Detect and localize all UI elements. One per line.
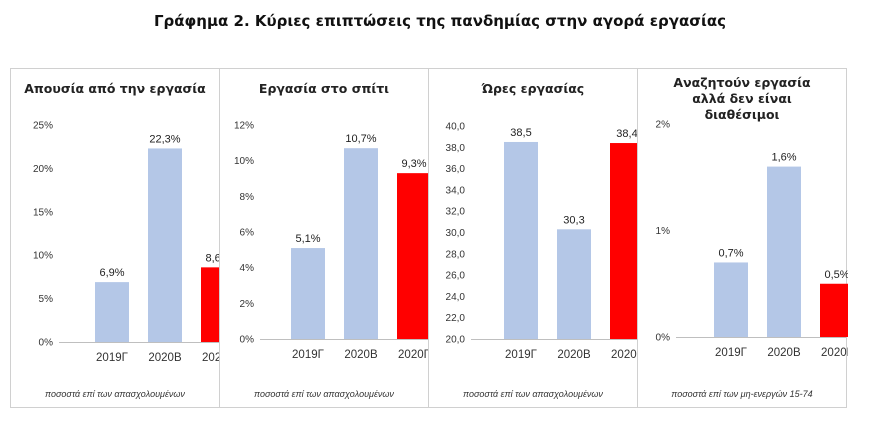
data-label: 38,5: [510, 127, 531, 139]
data-label: 8,6%: [205, 252, 221, 264]
data-label: 9,3%: [401, 158, 426, 170]
chart-panel-home-working: Εργασία στο σπίτι 0% 2% 4% 6% 8% 10% 12% 5,1% 20…: [219, 68, 430, 408]
y-tick-label: 10%: [33, 251, 53, 262]
bar-2020Β: [148, 148, 182, 342]
y-tick-label: 22,0: [446, 313, 466, 324]
bar-chart-working-hours: 20,0 22,0 24,0 26,0 28,0 30,0 32,0 34,0 36,0 38,0…: [446, 122, 639, 361]
bar-chart-home-working: 0% 2% 4% 6% 8% 10% 12% 5,1% 2019Γ 10,7% 2020Β 9,3% 2…: [234, 121, 430, 361]
chart-title: Απουσία από την εργασία: [24, 81, 206, 96]
page-title: Γράφημα 2. Κύριες επιπτώσεις της πανδημί…: [153, 12, 727, 30]
y-tick-label: 10%: [234, 156, 254, 167]
x-tick-label: 2020Γ: [821, 347, 848, 359]
y-tick-label: 40,0: [446, 122, 466, 133]
bar-chart-seeking-not-available: 0% 1% 2% 0,7% 2019Γ 1,6% 2020Β 0,5% 2020Γ: [656, 120, 848, 359]
bar-2020Β: [767, 166, 801, 337]
y-tick-label: 30,0: [446, 228, 466, 239]
chart-footnote: ποσοστά επί των απασχολουμένων: [45, 389, 185, 399]
bar-2019Γ: [714, 262, 748, 337]
bar-2020Β: [344, 148, 378, 339]
bar-2020Γ: [610, 143, 639, 339]
y-tick-label: 15%: [33, 207, 53, 218]
data-label: 0,5%: [824, 269, 848, 281]
x-tick-label: 2019Γ: [96, 352, 129, 364]
x-tick-label: 2020Β: [344, 349, 378, 361]
bar-2019Γ: [95, 282, 129, 342]
x-tick-label: 2020Β: [767, 347, 801, 359]
x-tick-label: 2020Γ: [611, 349, 639, 361]
data-label: 38,4: [616, 128, 637, 140]
y-tick-label: 0%: [240, 335, 255, 346]
chart-panel-working-hours: Ώρες εργασίας 20,0 22,0 24,0 26,0 28,0 30,0 32…: [428, 68, 639, 408]
bar-2020Γ: [820, 283, 848, 337]
x-tick-label: 2020Γ: [202, 352, 221, 364]
bar-2020Β: [557, 229, 591, 339]
y-tick-label: 24,0: [446, 292, 466, 303]
y-tick-label: 8%: [240, 192, 255, 203]
y-tick-label: 2%: [240, 299, 255, 310]
y-tick-label: 1%: [656, 226, 671, 237]
chart-footnote: ποσοστά επί των απασχολουμένων: [463, 389, 603, 399]
chart-title: Εργασία στο σπίτι: [258, 81, 390, 96]
chart-footnote: ποσοστά επί των απασχολουμένων: [254, 389, 394, 399]
chart-panel-seeking-not-available: Αναζητούν εργασία αλλά δεν είναι διαθέσι…: [637, 68, 848, 408]
bar-2019Γ: [291, 248, 325, 339]
y-tick-label: 20,0: [446, 335, 466, 346]
y-tick-label: 20%: [33, 164, 53, 175]
y-tick-label: 4%: [240, 263, 255, 274]
data-label: 22,3%: [149, 133, 180, 145]
y-tick-label: 32,0: [446, 207, 466, 218]
y-tick-label: 2%: [656, 120, 671, 131]
bar-chart-absence: 0% 5% 10% 15% 20% 25% 6,9% 2019Γ 22,3% 2020Β 8,6% 2…: [33, 121, 221, 364]
data-label: 10,7%: [345, 133, 376, 145]
x-tick-label: 2020Γ: [398, 349, 430, 361]
x-tick-label: 2019Γ: [292, 349, 325, 361]
x-tick-label: 2019Γ: [505, 349, 538, 361]
bar-2020Γ: [397, 173, 430, 339]
data-label: 30,3: [563, 214, 584, 226]
y-tick-label: 12%: [234, 121, 254, 132]
bar-2019Γ: [504, 141, 538, 339]
x-tick-label: 2019Γ: [715, 347, 748, 359]
y-tick-label: 0%: [39, 338, 54, 349]
y-tick-label: 38,0: [446, 143, 466, 154]
data-label: 0,7%: [718, 247, 743, 259]
chart-title: Αναζητούν εργασία αλλά δεν είναι διαθέσι…: [673, 75, 811, 122]
y-tick-label: 25%: [33, 121, 53, 132]
chart-panel-absence: Απουσία από την εργασία 0% 5% 10% 15% 20% 25%…: [10, 68, 221, 408]
y-tick-label: 0%: [656, 333, 671, 344]
y-tick-label: 6%: [240, 228, 255, 239]
chart-footnote: ποσοστά επί των μη-ενεργών 15-74: [671, 389, 813, 399]
y-tick-label: 26,0: [446, 271, 466, 282]
x-tick-label: 2020Β: [557, 349, 591, 361]
chart-title: Ώρες εργασίας: [481, 81, 585, 96]
x-tick-label: 2020Β: [148, 352, 182, 364]
data-label: 1,6%: [771, 152, 796, 164]
data-label: 6,9%: [99, 267, 124, 279]
y-tick-label: 5%: [39, 294, 54, 305]
y-tick-label: 34,0: [446, 185, 466, 196]
data-label: 5,1%: [295, 233, 320, 245]
bar-2020Γ: [201, 267, 221, 342]
y-tick-label: 36,0: [446, 164, 466, 175]
y-tick-label: 28,0: [446, 249, 466, 260]
